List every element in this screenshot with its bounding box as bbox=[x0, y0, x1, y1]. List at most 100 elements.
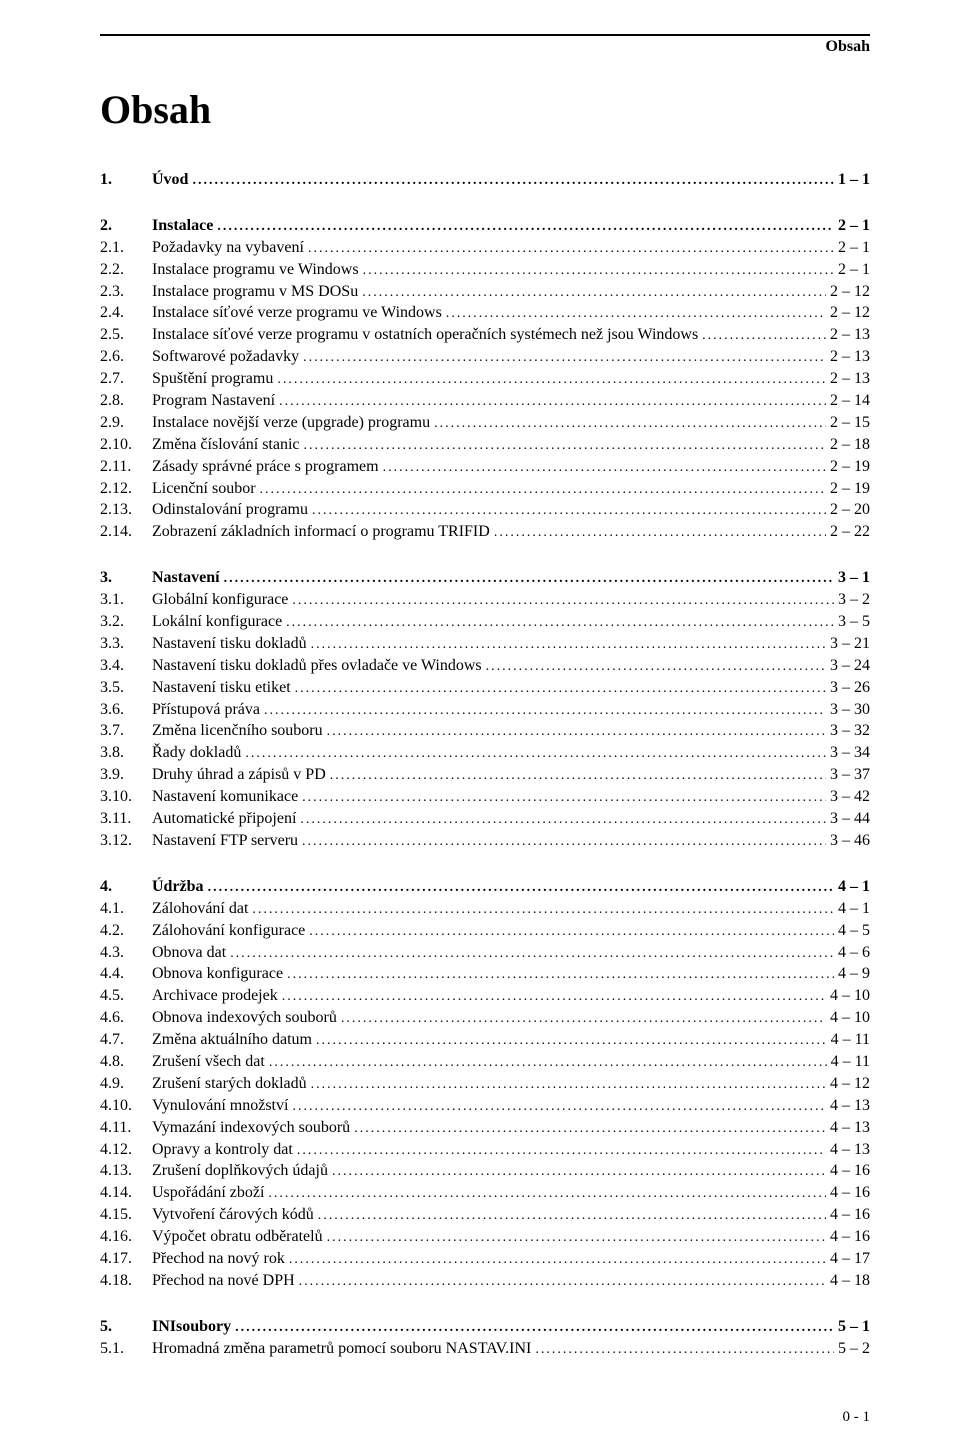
toc-entry-page: 2 – 12 bbox=[830, 281, 870, 303]
toc-entry-label: Licenční soubor bbox=[152, 478, 256, 500]
toc-entry-number: 3.12. bbox=[100, 830, 152, 852]
toc-leader-dots bbox=[252, 898, 834, 920]
toc-entry-label: INIsoubory bbox=[152, 1316, 231, 1338]
toc-entry-number: 3.5. bbox=[100, 677, 152, 699]
toc-entry-number: 3.6. bbox=[100, 699, 152, 721]
toc-entry-label: Údržba bbox=[152, 876, 204, 898]
toc-entry: 4.17.Přechod na nový rok4 – 17 bbox=[100, 1248, 870, 1270]
toc-entry-label: Přístupová práva bbox=[152, 699, 260, 721]
toc-entry: 3.5.Nastavení tisku etiket3 – 26 bbox=[100, 677, 870, 699]
toc-entry-page: 3 – 2 bbox=[838, 589, 870, 611]
toc-entry-page: 3 – 21 bbox=[830, 633, 870, 655]
toc-entry-label: Nastavení tisku dokladů přes ovladače ve… bbox=[152, 655, 482, 677]
toc-entry: 2.3.Instalace programu v MS DOSu2 – 12 bbox=[100, 281, 870, 303]
toc-entry-number: 4.13. bbox=[100, 1160, 152, 1182]
toc-entry-number: 5.1. bbox=[100, 1338, 152, 1360]
toc-entry-page: 4 – 16 bbox=[830, 1204, 870, 1226]
toc-leader-dots bbox=[260, 478, 826, 500]
running-header: Obsah bbox=[100, 38, 870, 56]
toc-entry-page: 4 – 16 bbox=[830, 1160, 870, 1182]
document-page: Obsah Obsah 1.Úvod1 – 12.Instalace2 – 12… bbox=[0, 0, 960, 1454]
toc-entry-label: Druhy úhrad a zápisů v PD bbox=[152, 764, 326, 786]
toc-entry-page: 5 – 1 bbox=[838, 1316, 870, 1338]
toc-entry-number: 3.10. bbox=[100, 786, 152, 808]
toc-entry-number: 4.5. bbox=[100, 985, 152, 1007]
toc-entry-number: 4.12. bbox=[100, 1139, 152, 1161]
toc-leader-dots bbox=[327, 1226, 826, 1248]
toc-entry-page: 2 – 12 bbox=[830, 302, 870, 324]
toc-entry: 2.13.Odinstalování programu2 – 20 bbox=[100, 499, 870, 521]
toc-entry: 2.10.Změna číslování stanic2 – 18 bbox=[100, 434, 870, 456]
toc-leader-dots bbox=[235, 1316, 834, 1338]
toc-entry-label: Instalace programu ve Windows bbox=[152, 259, 359, 281]
toc-entry-label: Zálohování dat bbox=[152, 898, 248, 920]
toc-entry-label: Globální konfigurace bbox=[152, 589, 288, 611]
toc-entry-number: 2.6. bbox=[100, 346, 152, 368]
toc-leader-dots bbox=[311, 633, 826, 655]
toc-entry-number: 2.5. bbox=[100, 324, 152, 346]
toc-entry-page: 4 – 1 bbox=[838, 898, 870, 920]
toc-entry-number: 4.11. bbox=[100, 1117, 152, 1139]
toc-entry-number: 3.3. bbox=[100, 633, 152, 655]
toc-entry-label: Softwarové požadavky bbox=[152, 346, 299, 368]
toc-entry: 3.12.Nastavení FTP serveru3 – 46 bbox=[100, 830, 870, 852]
toc-entry: 3.10.Nastavení komunikace3 – 42 bbox=[100, 786, 870, 808]
toc-entry-number: 2.14. bbox=[100, 521, 152, 543]
toc-entry-label: Nastavení FTP serveru bbox=[152, 830, 298, 852]
toc-leader-dots bbox=[282, 985, 826, 1007]
toc-entry-page: 3 – 26 bbox=[830, 677, 870, 699]
footer-page-number: 0 - 1 bbox=[843, 1409, 871, 1426]
toc-leader-dots bbox=[312, 499, 826, 521]
toc-leader-dots bbox=[318, 1204, 826, 1226]
toc-entry-label: Obnova indexových souborů bbox=[152, 1007, 337, 1029]
toc-leader-dots bbox=[269, 1051, 827, 1073]
toc-entry-label: Spuštění programu bbox=[152, 368, 273, 390]
toc-entry-page: 4 – 5 bbox=[838, 920, 870, 942]
toc-leader-dots bbox=[297, 1139, 826, 1161]
page-title: Obsah bbox=[100, 86, 870, 133]
toc-entry-page: 3 – 30 bbox=[830, 699, 870, 721]
toc-entry: 4.14.Uspořádání zboží4 – 16 bbox=[100, 1182, 870, 1204]
toc-entry-number: 2.13. bbox=[100, 499, 152, 521]
toc-entry: 4.16.Výpočet obratu odběratelů4 – 16 bbox=[100, 1226, 870, 1248]
toc-entry-label: Nastavení komunikace bbox=[152, 786, 298, 808]
toc-entry-number: 5. bbox=[100, 1316, 152, 1338]
toc-entry-page: 4 – 11 bbox=[831, 1051, 870, 1073]
toc-leader-dots bbox=[303, 346, 826, 368]
toc-entry-label: Vymazání indexových souborů bbox=[152, 1117, 350, 1139]
toc-entry-page: 3 – 24 bbox=[830, 655, 870, 677]
toc-entry-number: 4. bbox=[100, 876, 152, 898]
toc-leader-dots bbox=[330, 764, 826, 786]
toc-entry: 2.2.Instalace programu ve Windows2 – 1 bbox=[100, 259, 870, 281]
toc-entry-number: 2.4. bbox=[100, 302, 152, 324]
toc-entry-label: Úvod bbox=[152, 169, 188, 191]
toc-entry-label: Automatické připojení bbox=[152, 808, 296, 830]
toc-leader-dots bbox=[217, 215, 834, 237]
toc-section: 1.Úvod1 – 1 bbox=[100, 169, 870, 191]
toc-entry-page: 3 – 37 bbox=[830, 764, 870, 786]
toc-entry: 3.2.Lokální konfigurace3 – 5 bbox=[100, 611, 870, 633]
toc-entry-label: Výpočet obratu odběratelů bbox=[152, 1226, 323, 1248]
toc-entry-number: 4.10. bbox=[100, 1095, 152, 1117]
toc-entry-number: 2.2. bbox=[100, 259, 152, 281]
toc-entry-page: 4 – 12 bbox=[830, 1073, 870, 1095]
toc-section-head: 2.Instalace2 – 1 bbox=[100, 215, 870, 237]
toc-entry-page: 4 – 17 bbox=[830, 1248, 870, 1270]
toc-entry-page: 4 – 11 bbox=[831, 1029, 870, 1051]
toc-entry-label: Zrušení doplňkových údajů bbox=[152, 1160, 328, 1182]
toc-leader-dots bbox=[309, 920, 834, 942]
toc-entry-label: Archivace prodejek bbox=[152, 985, 278, 1007]
toc-entry-page: 4 – 1 bbox=[838, 876, 870, 898]
toc-entry-label: Zrušení všech dat bbox=[152, 1051, 265, 1073]
toc-entry-number: 2. bbox=[100, 215, 152, 237]
toc-entry-number: 2.3. bbox=[100, 281, 152, 303]
toc-entry-number: 4.3. bbox=[100, 942, 152, 964]
toc-leader-dots bbox=[277, 368, 826, 390]
toc-leader-dots bbox=[354, 1117, 826, 1139]
toc-leader-dots bbox=[268, 1182, 826, 1204]
toc-entry-number: 4.15. bbox=[100, 1204, 152, 1226]
toc-leader-dots bbox=[332, 1160, 826, 1182]
header-rule bbox=[100, 34, 870, 36]
toc-entry-number: 4.16. bbox=[100, 1226, 152, 1248]
toc-entry-label: Zálohování konfigurace bbox=[152, 920, 305, 942]
